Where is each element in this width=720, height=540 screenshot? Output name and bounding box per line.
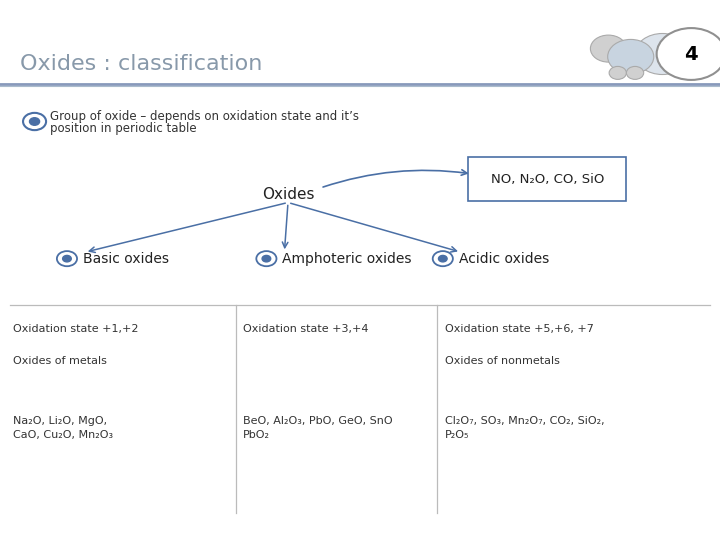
Text: Oxides of nonmetals: Oxides of nonmetals <box>445 356 560 367</box>
Circle shape <box>590 35 626 62</box>
Text: NO, N₂O, CO, SiO: NO, N₂O, CO, SiO <box>490 173 604 186</box>
Circle shape <box>609 66 626 79</box>
Circle shape <box>63 255 71 262</box>
Text: Group of oxide – depends on oxidation state and it’s: Group of oxide – depends on oxidation st… <box>50 110 359 123</box>
Text: Oxides: Oxides <box>262 187 314 202</box>
Text: Oxidation state +5,+6, +7: Oxidation state +5,+6, +7 <box>445 324 594 334</box>
Circle shape <box>626 66 644 79</box>
Text: position in periodic table: position in periodic table <box>50 122 197 135</box>
Text: BeO, Al₂O₃, PbO, GeO, SnO
PbO₂: BeO, Al₂O₃, PbO, GeO, SnO PbO₂ <box>243 416 393 440</box>
Text: Cl₂O₇, SO₃, Mn₂O₇, CO₂, SiO₂,
P₂O₅: Cl₂O₇, SO₃, Mn₂O₇, CO₂, SiO₂, P₂O₅ <box>445 416 605 440</box>
Circle shape <box>438 255 447 262</box>
Text: Acidic oxides: Acidic oxides <box>459 252 549 266</box>
Text: Oxides : classification: Oxides : classification <box>20 53 263 74</box>
Text: 4: 4 <box>685 44 698 64</box>
Circle shape <box>608 39 654 74</box>
Circle shape <box>262 255 271 262</box>
Text: Amphoteric oxides: Amphoteric oxides <box>282 252 412 266</box>
Text: Oxidation state +3,+4: Oxidation state +3,+4 <box>243 324 369 334</box>
Circle shape <box>30 118 40 125</box>
Circle shape <box>635 33 690 75</box>
Text: Oxidation state +1,+2: Oxidation state +1,+2 <box>13 324 138 334</box>
Text: Na₂O, Li₂O, MgO,
CaO, Cu₂O, Mn₂O₃: Na₂O, Li₂O, MgO, CaO, Cu₂O, Mn₂O₃ <box>13 416 113 440</box>
FancyBboxPatch shape <box>468 157 626 201</box>
Text: Basic oxides: Basic oxides <box>83 252 168 266</box>
Circle shape <box>657 28 720 80</box>
Text: Oxides of metals: Oxides of metals <box>13 356 107 367</box>
